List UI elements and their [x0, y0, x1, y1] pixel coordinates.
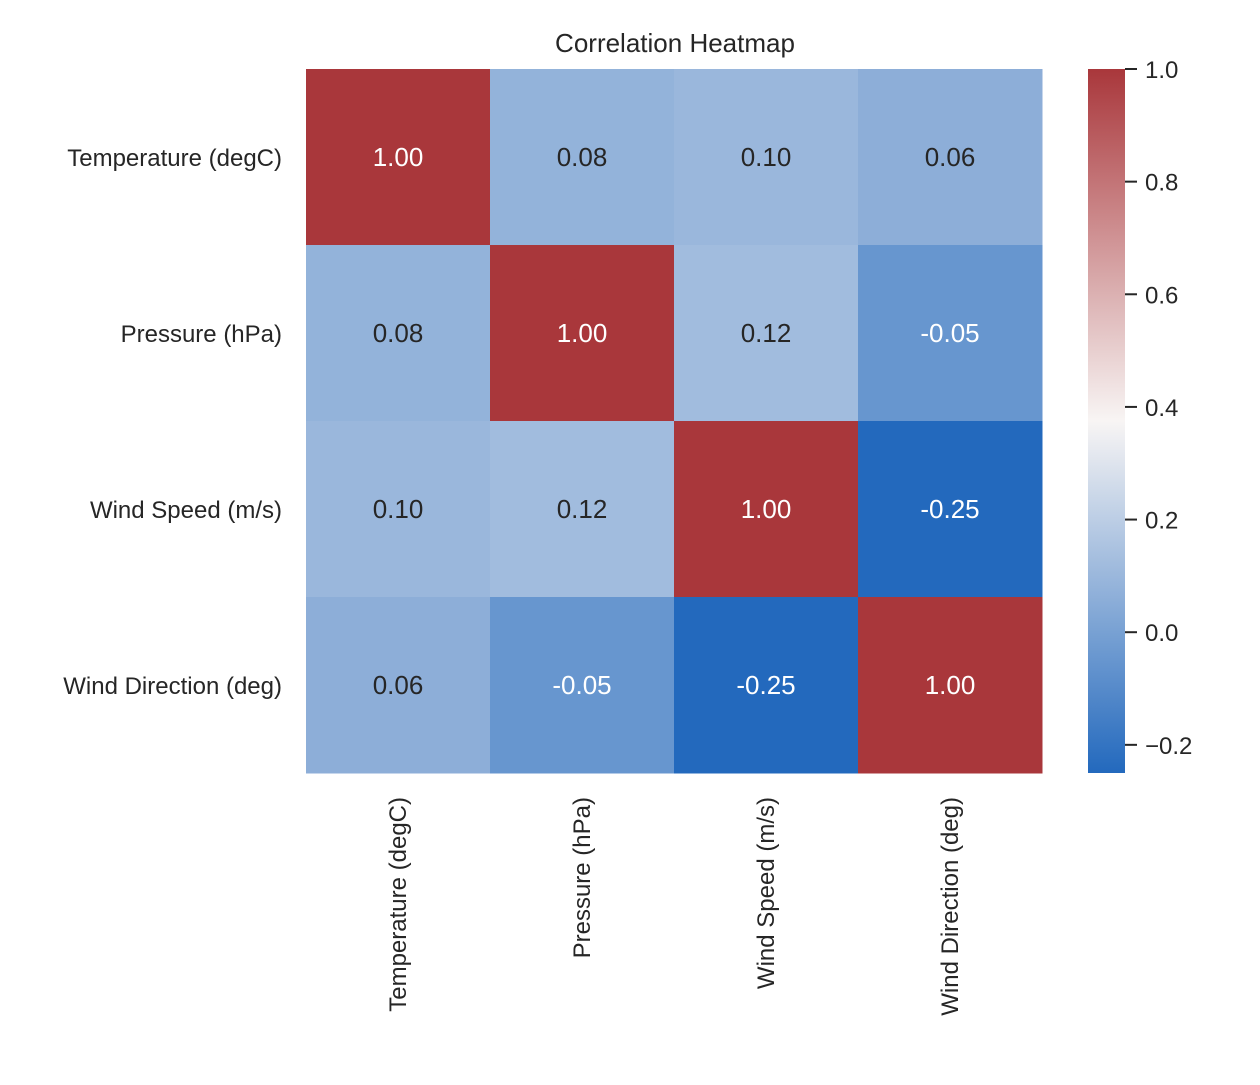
- heatmap-cell: [306, 69, 491, 246]
- heatmap-cell-label: 0.10: [373, 494, 424, 524]
- heatmap-cell: [306, 421, 491, 598]
- heatmap-cell-label: 0.10: [741, 142, 792, 172]
- heatmap-cell: [674, 421, 859, 598]
- heatmap-cell-label: -0.25: [736, 670, 795, 700]
- heatmap-cell-label: 0.08: [373, 318, 424, 348]
- heatmap-cell: [858, 245, 1043, 422]
- heatmap-cell: [306, 597, 491, 774]
- heatmap-cell-label: 1.00: [925, 670, 976, 700]
- heatmap-cell-label: 0.06: [925, 142, 976, 172]
- y-axis-tick-labels: Temperature (degC) Pressure (hPa) Wind Spe…: [63, 145, 282, 700]
- heatmap-cell: [674, 69, 859, 246]
- heatmap-cell: [858, 597, 1043, 774]
- y-axis-tick-label: Wind Speed (m/s): [90, 497, 282, 524]
- x-axis-tick-label: Pressure (hPa): [569, 797, 596, 958]
- heatmap-cell: [858, 69, 1043, 246]
- chart-title: Correlation Heatmap: [555, 28, 795, 58]
- x-axis-tick-label: Wind Direction (deg): [937, 797, 964, 1016]
- heatmap-cell-label: -0.05: [552, 670, 611, 700]
- colorbar-tick-label: 0.2: [1145, 508, 1178, 535]
- heatmap-cell: [306, 245, 491, 422]
- y-axis-tick-label: Temperature (degC): [67, 145, 282, 172]
- heatmap-cell-label: 0.08: [557, 142, 608, 172]
- colorbar-tick-label: 0.8: [1145, 170, 1178, 197]
- heatmap-cells: [306, 69, 1043, 774]
- heatmap-cell-label: 1.00: [741, 494, 792, 524]
- heatmap-cell-label: -0.25: [920, 494, 979, 524]
- heatmap-cell: [490, 69, 675, 246]
- colorbar: −0.2 0.0 0.2 0.4 0.6 0.8 1.0: [1088, 57, 1192, 773]
- heatmap-cell-label: 0.12: [741, 318, 792, 348]
- x-axis-tick-labels: Temperature (degC) Pressure (hPa) Wind Spe…: [385, 797, 964, 1016]
- x-axis-tick-label: Temperature (degC): [385, 797, 412, 1012]
- heatmap-cell: [674, 245, 859, 422]
- colorbar-tick-label: 0.0: [1145, 620, 1178, 647]
- heatmap-cell-label: 1.00: [373, 142, 424, 172]
- colorbar-tick-label: 0.4: [1145, 395, 1178, 422]
- heatmap-cell-labels: 1.00 0.08 0.10 0.06 0.08 1.00 0.12 -0.05 0.10 0.1…: [373, 142, 980, 700]
- colorbar-gradient: [1088, 69, 1125, 773]
- heatmap-cell-label: 0.06: [373, 670, 424, 700]
- heatmap-cell: [858, 421, 1043, 598]
- colorbar-tick-label: 1.0: [1145, 57, 1178, 84]
- heatmap-cell-label: 0.12: [557, 494, 608, 524]
- colorbar-tick-label: −0.2: [1145, 733, 1192, 760]
- y-axis-tick-label: Pressure (hPa): [121, 321, 282, 348]
- y-axis-tick-label: Wind Direction (deg): [63, 673, 282, 700]
- heatmap-cell: [674, 597, 859, 774]
- heatmap-cell-label: 1.00: [557, 318, 608, 348]
- heatmap-cell: [490, 245, 675, 422]
- x-axis-tick-label: Wind Speed (m/s): [753, 797, 780, 989]
- heatmap-cell: [490, 597, 675, 774]
- colorbar-tick-label: 0.6: [1145, 282, 1178, 309]
- heatmap-cell-label: -0.05: [920, 318, 979, 348]
- heatmap-cell: [490, 421, 675, 598]
